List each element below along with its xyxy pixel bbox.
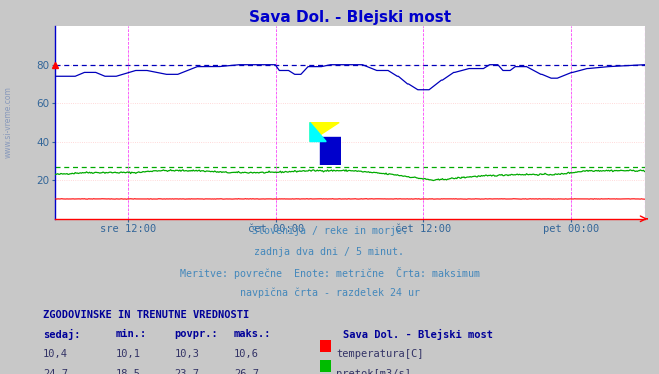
Text: Meritve: povrečne  Enote: metrične  Črta: maksimum: Meritve: povrečne Enote: metrične Črta: … bbox=[179, 267, 480, 279]
Text: Sava Dol. - Blejski most: Sava Dol. - Blejski most bbox=[343, 329, 493, 340]
Text: www.si-vreme.com: www.si-vreme.com bbox=[4, 86, 13, 159]
Text: 10,1: 10,1 bbox=[115, 349, 140, 359]
Text: 23,7: 23,7 bbox=[175, 369, 200, 374]
Text: temperatura[C]: temperatura[C] bbox=[336, 349, 424, 359]
Text: ZGODOVINSKE IN TRENUTNE VREDNOSTI: ZGODOVINSKE IN TRENUTNE VREDNOSTI bbox=[43, 310, 249, 321]
Text: 10,4: 10,4 bbox=[43, 349, 68, 359]
Text: maks.:: maks.: bbox=[234, 329, 272, 339]
Title: Sava Dol. - Blejski most: Sava Dol. - Blejski most bbox=[248, 10, 451, 25]
Text: navpična črta - razdelek 24 ur: navpična črta - razdelek 24 ur bbox=[239, 288, 420, 298]
Text: 26,7: 26,7 bbox=[234, 369, 259, 374]
Text: povpr.:: povpr.: bbox=[175, 329, 218, 339]
Text: 18,5: 18,5 bbox=[115, 369, 140, 374]
Text: zadnja dva dni / 5 minut.: zadnja dva dni / 5 minut. bbox=[254, 247, 405, 257]
Polygon shape bbox=[310, 123, 326, 141]
Text: 10,6: 10,6 bbox=[234, 349, 259, 359]
Polygon shape bbox=[310, 123, 339, 141]
Text: 10,3: 10,3 bbox=[175, 349, 200, 359]
Text: Slovenija / reke in morje.: Slovenija / reke in morje. bbox=[252, 226, 407, 236]
Text: min.:: min.: bbox=[115, 329, 146, 339]
Bar bbox=[320, 137, 341, 165]
Text: sedaj:: sedaj: bbox=[43, 329, 80, 340]
Text: pretok[m3/s]: pretok[m3/s] bbox=[336, 369, 411, 374]
Text: 24,7: 24,7 bbox=[43, 369, 68, 374]
